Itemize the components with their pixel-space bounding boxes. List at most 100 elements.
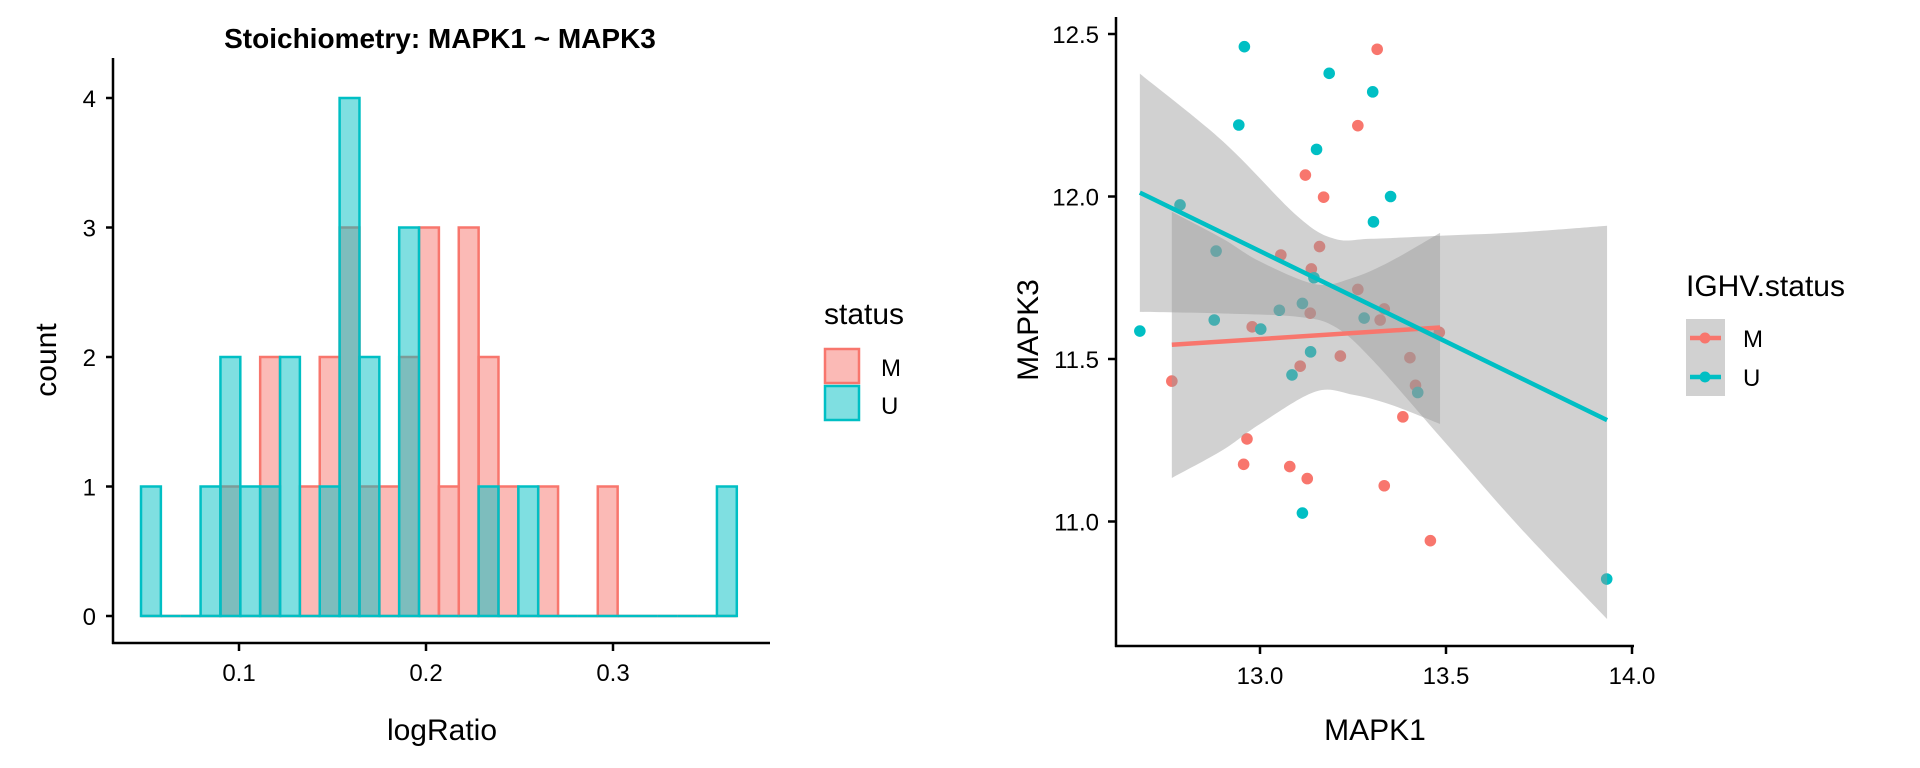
scatter-point-u-7 xyxy=(1367,216,1380,228)
confidence-band-u xyxy=(1139,73,1608,619)
histogram-bar-m-12 xyxy=(378,485,401,618)
scatter-point-m-13 xyxy=(1334,350,1347,362)
histogram-bar-m-18 xyxy=(497,485,520,618)
histogram-bar-m-20 xyxy=(536,485,560,618)
histogram-bar-u-5 xyxy=(239,485,262,618)
scatter-y-tick-label: 11.5 xyxy=(1054,347,1099,374)
histogram-bar-u-0 xyxy=(139,485,163,618)
histogram-bar-u-3 xyxy=(199,485,222,618)
scatter-point-m-21 xyxy=(1283,460,1296,473)
histogram-y-axis-title: count xyxy=(30,323,63,397)
scatter-point-u-12 xyxy=(1358,312,1370,324)
histogram-bar-u-17 xyxy=(477,485,500,618)
scatter-point-m-20 xyxy=(1237,458,1250,471)
scatter-point-u-8 xyxy=(1210,245,1222,257)
scatter-point-u-19 xyxy=(1296,507,1309,519)
scatter-point-u-11 xyxy=(1273,304,1286,317)
scatter-point-u-0 xyxy=(1238,40,1251,53)
scatter-point-m-1 xyxy=(1352,119,1364,132)
scatter-point-m-22 xyxy=(1301,472,1314,485)
histogram-x-tick-label: 0.3 xyxy=(596,660,629,687)
regression-line-u xyxy=(1138,190,1609,423)
histogram-title: Stoichiometry: MAPK1 ~ MAPK3 xyxy=(224,23,656,54)
histogram-bar-u-4 xyxy=(219,355,242,618)
scatter-y-ticks: 11.0 11.5 12.0 12.5 xyxy=(1052,22,1116,537)
histogram-y-tick-label: 1 xyxy=(83,475,96,502)
scatter-panel: 11.0 11.5 12.0 12.5 13.0 13.5 14.0 MAPK1 MAPK… xyxy=(1012,17,1845,747)
histogram-x-axis-title: logRatio xyxy=(387,714,497,747)
scatter-legend-title: IGHV.status xyxy=(1686,270,1845,303)
histogram-bar-u-6 xyxy=(258,485,282,618)
scatter-point-m-8 xyxy=(1304,307,1317,319)
histogram-y-tick-label: 3 xyxy=(83,216,96,243)
scatter-point-u-17 xyxy=(1286,369,1298,381)
scatter-point-m-15 xyxy=(1294,360,1306,372)
legend-swatch-m xyxy=(823,347,861,385)
scatter-point-u-5 xyxy=(1384,190,1397,203)
scatter-point-u-14 xyxy=(1134,325,1146,337)
histogram-y-tick-label: 4 xyxy=(83,86,96,113)
confidence-bands xyxy=(1139,73,1608,619)
histogram-bar-u-9 xyxy=(318,485,341,618)
scatter-y-axis-title: MAPK3 xyxy=(1012,279,1045,381)
histogram-legend-title: status xyxy=(824,298,904,331)
scatter-point-u-6 xyxy=(1174,199,1186,211)
scatter-point-m-3 xyxy=(1317,191,1330,203)
scatter-point-m-2 xyxy=(1299,169,1312,181)
histogram-bar-u-10 xyxy=(338,96,361,618)
legend-point-u xyxy=(1699,371,1711,383)
scatter-point-u-3 xyxy=(1232,119,1245,131)
histogram-bar-u-29 xyxy=(715,485,739,618)
legend-point-m xyxy=(1699,332,1711,344)
scatter-point-u-1 xyxy=(1323,67,1335,80)
histogram-x-tick-label: 0.2 xyxy=(409,660,442,687)
scatter-point-m-0 xyxy=(1371,43,1383,56)
scatter-y-tick-label: 12.5 xyxy=(1052,22,1099,49)
confidence-band-m xyxy=(1171,211,1441,478)
scatter-y-tick-label: 11.0 xyxy=(1054,510,1099,537)
histogram-bars xyxy=(139,96,739,618)
scatter-point-m-19 xyxy=(1241,433,1253,445)
scatter-point-m-4 xyxy=(1313,240,1326,253)
scatter-point-m-23 xyxy=(1378,479,1391,492)
regression-line-m xyxy=(1171,325,1441,347)
scatter-point-u-13 xyxy=(1208,314,1221,326)
scatter-point-u-15 xyxy=(1254,323,1267,335)
regression-lines xyxy=(1138,190,1609,423)
scatter-x-tick-label: 13.0 xyxy=(1237,663,1284,690)
scatter-point-m-16 xyxy=(1166,375,1178,387)
scatter-point-u-18 xyxy=(1411,386,1424,399)
histogram-bar-u-13 xyxy=(397,226,421,618)
scatter-point-m-18 xyxy=(1397,411,1409,423)
scatter-point-u-20 xyxy=(1600,573,1613,585)
scatter-legend: IGHV.status M U xyxy=(1686,270,1845,396)
legend-label-u-scatter: U xyxy=(1743,365,1760,392)
legend-label-m-scatter: M xyxy=(1743,326,1763,353)
histogram-bar-u-19 xyxy=(517,485,540,618)
scatter-point-u-4 xyxy=(1310,143,1323,156)
histogram-y-ticks: 0 1 2 3 4 xyxy=(83,86,113,631)
histogram-y-tick-label: 0 xyxy=(83,604,96,631)
histogram-bar-m-15 xyxy=(437,485,461,618)
histogram-x-ticks: 0.1 0.2 0.3 xyxy=(222,643,630,687)
scatter-point-u-10 xyxy=(1296,297,1309,310)
scatter-point-u-2 xyxy=(1366,86,1379,98)
legend-swatch-u xyxy=(823,384,861,422)
histogram-y-tick-label: 2 xyxy=(83,345,96,372)
scatter-x-tick-label: 14.0 xyxy=(1609,663,1656,690)
scatter-x-ticks: 13.0 13.5 14.0 xyxy=(1237,646,1656,690)
histogram-bar-m-16 xyxy=(457,226,480,618)
scatter-point-m-6 xyxy=(1305,263,1318,275)
scatter-point-m-10 xyxy=(1374,314,1386,326)
histogram-bar-m-23 xyxy=(596,485,619,618)
legend-label-u: U xyxy=(881,393,898,420)
legend-label-m: M xyxy=(881,355,901,382)
histogram-bar-m-8 xyxy=(298,485,321,618)
scatter-point-u-16 xyxy=(1304,346,1317,358)
histogram-legend: status M U xyxy=(823,298,904,422)
histogram-bar-m-14 xyxy=(417,226,441,618)
histogram-bar-u-7 xyxy=(278,355,302,618)
scatter-point-m-14 xyxy=(1404,351,1416,364)
histogram-bar-u-11 xyxy=(358,355,381,618)
